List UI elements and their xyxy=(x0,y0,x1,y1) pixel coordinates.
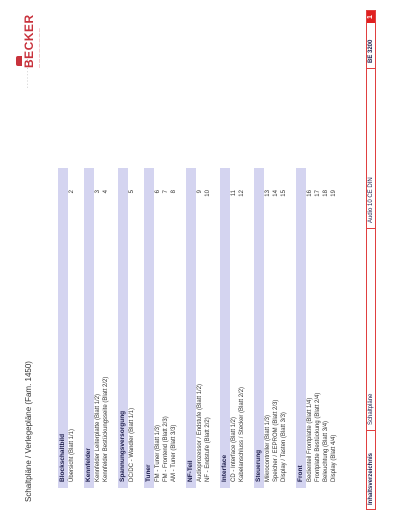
toc-entry-page: 4 xyxy=(103,190,109,194)
toc-entry-page: 2 xyxy=(69,190,75,194)
toc-entry-page: 3 xyxy=(95,190,101,194)
toc-entry[interactable]: Mikrocontroller (Blatt 1/3) 13 xyxy=(264,168,272,488)
toc-section: Spannungsversorgung DC/DC - Wandler (Blat… xyxy=(118,168,136,488)
toc-entry[interactable]: Kabelanschluss / Stecker (Blatt 2/2) 12 xyxy=(238,168,246,488)
logo-subtitle: — — — — — — — — xyxy=(36,28,41,68)
toc-section: Kennfelder Kennfelder Leiterplatte (Blatt… xyxy=(84,168,110,488)
toc-entry[interactable]: Display (Blatt 4/4) 19 xyxy=(330,168,338,488)
document-title: Schaltpläne / Verlegepläne (Fam. 1450) xyxy=(24,361,33,502)
toc-entry[interactable]: FM - Frontend (Blatt 2/3) 7 xyxy=(162,168,170,488)
toc-entry-title: Bedienteil Frontplatte (Blatt 1/4) xyxy=(307,397,313,482)
toc-entry[interactable]: Speicher / EEPROM (Blatt 2/3) 14 xyxy=(272,168,280,488)
footer-section: Inhaltsverzeichnis xyxy=(368,452,374,505)
toc-entry[interactable]: Frontplatte Bestückung (Blatt 2/4) 17 xyxy=(314,168,322,488)
footer-model: BE 3200 xyxy=(368,39,374,63)
toc-entry-title: NF - Endstufe (Blatt 2/2) xyxy=(205,417,211,482)
toc-entry-page: 16 xyxy=(307,190,313,197)
toc-entry-title: Display (Blatt 4/4) xyxy=(331,434,337,482)
toc-entry-page: 15 xyxy=(281,190,287,197)
footer-bar: Inhaltsverzeichnis Schaltpläne Audio 10 … xyxy=(366,10,376,510)
toc-entry[interactable]: Übersicht (Blatt 1/1) 2 xyxy=(68,168,76,488)
toc-entry[interactable]: Beleuchtung (Blatt 3/4) 18 xyxy=(322,168,330,488)
toc-entry-page: 7 xyxy=(163,190,169,194)
footer-divider xyxy=(367,430,375,431)
toc-entry[interactable]: AM - Tuner (Blatt 3/3) 8 xyxy=(170,168,178,488)
becker-logo: BECKER — — — — — — — — xyxy=(8,10,48,70)
toc-section: Steuerung Mikrocontroller (Blatt 1/3) 13 Sp… xyxy=(254,168,288,488)
toc-entry-title: Kennfelder Bestückungsseite (Blatt 2/2) xyxy=(103,376,109,482)
toc-entry-title: Kabelanschluss / Stecker (Blatt 2/2) xyxy=(239,386,245,482)
toc-section-heading: Blockschaltbild xyxy=(58,168,68,488)
toc-entry-page: 12 xyxy=(239,190,245,197)
toc-section-heading: Kennfelder xyxy=(84,168,94,488)
toc-section-heading: NF-Teil xyxy=(186,168,196,488)
toc-entry[interactable]: Kennfelder Bestückungsseite (Blatt 2/2) 4 xyxy=(102,168,110,488)
toc-entry-title: Kennfelder Leiterplatte (Blatt 1/2) xyxy=(95,393,101,482)
toc-section: Interface CD - Interface (Blatt 1/2) 11 Kab… xyxy=(220,168,246,488)
toc-section-heading: Front xyxy=(296,168,306,488)
toc-entry-page: 8 xyxy=(171,190,177,194)
toc-entry-title: CD - Interface (Blatt 1/2) xyxy=(231,416,237,482)
toc-entry[interactable]: NF - Endstufe (Blatt 2/2) 10 xyxy=(204,168,212,488)
logo-text: BECKER xyxy=(22,14,36,68)
toc-entry-title: DC/DC - Wandler (Blatt 1/1) xyxy=(129,407,135,482)
toc-entry-title: FM - Frontend (Blatt 2/3) xyxy=(163,416,169,482)
toc-entry-title: Audioprozessor / Endstufe (Blatt 1/2) xyxy=(197,383,203,482)
toc-entry-page: 17 xyxy=(315,190,321,197)
toc-entry-page: 19 xyxy=(331,190,337,197)
toc-entry[interactable]: DC/DC - Wandler (Blatt 1/1) 5 xyxy=(128,168,136,488)
toc-entry-page: 11 xyxy=(231,190,237,197)
toc-entry-title: Frontplatte Bestückung (Blatt 2/4) xyxy=(315,392,321,482)
toc-entry-title: Mikrocontroller (Blatt 1/3) xyxy=(265,414,271,482)
toc-section: NF-Teil Audioprozessor / Endstufe (Blatt … xyxy=(186,168,212,488)
toc-entry-title: Speicher / EEPROM (Blatt 2/3) xyxy=(273,399,279,482)
toc-entry-page: 5 xyxy=(129,190,135,194)
toc-entry-title: AM - Tuner (Blatt 3/3) xyxy=(171,424,177,482)
footer-divider xyxy=(367,68,375,69)
toc-entry-title: Display / Tasten (Blatt 3/3) xyxy=(281,412,287,482)
toc-entry-page: 9 xyxy=(197,190,203,194)
toc-entry[interactable]: Bedienteil Frontplatte (Blatt 1/4) 16 xyxy=(306,168,314,488)
toc-entry-title: Übersicht (Blatt 1/1) xyxy=(69,428,75,482)
toc-entry-page: 10 xyxy=(205,190,211,197)
toc-section-heading: Interface xyxy=(220,168,230,488)
toc-entry[interactable]: Kennfelder Leiterplatte (Blatt 1/2) 3 xyxy=(94,168,102,488)
toc-entry-page: 6 xyxy=(155,190,161,194)
toc-entry[interactable]: FM - Tuner (Blatt 1/3) 6 xyxy=(154,168,162,488)
footer-page-number: 1 xyxy=(367,11,375,23)
toc-entry-page: 18 xyxy=(323,190,329,197)
toc-entry-page: 14 xyxy=(273,190,279,197)
toc-entry[interactable]: Display / Tasten (Blatt 3/3) 15 xyxy=(280,168,288,488)
toc-section-heading: Steuerung xyxy=(254,168,264,488)
footer-divider xyxy=(367,228,375,229)
toc-section-heading: Spannungsversorgung xyxy=(118,168,128,488)
toc-section: Tuner FM - Tuner (Blatt 1/3) 6 FM - Fronten… xyxy=(144,168,178,488)
toc-section: Front Bedienteil Frontplatte (Blatt 1/4) 1… xyxy=(296,168,338,488)
toc-entry[interactable]: CD - Interface (Blatt 1/2) 11 xyxy=(230,168,238,488)
toc-entry-title: FM - Tuner (Blatt 1/3) xyxy=(155,424,161,482)
table-of-contents: Blockschaltbild Übersicht (Blatt 1/1) 2 Ken… xyxy=(58,168,346,488)
toc-entry-page: 13 xyxy=(265,190,271,197)
footer-doc-type: Schaltpläne xyxy=(368,393,374,425)
toc-entry-title: Beleuchtung (Blatt 3/4) xyxy=(323,420,329,482)
toc-entry[interactable]: Audioprozessor / Endstufe (Blatt 1/2) 9 xyxy=(196,168,204,488)
footer-device: Audio 10 CE DIN xyxy=(368,177,374,223)
toc-section: Blockschaltbild Übersicht (Blatt 1/1) 2 xyxy=(58,168,76,488)
toc-section-heading: Tuner xyxy=(144,168,154,488)
